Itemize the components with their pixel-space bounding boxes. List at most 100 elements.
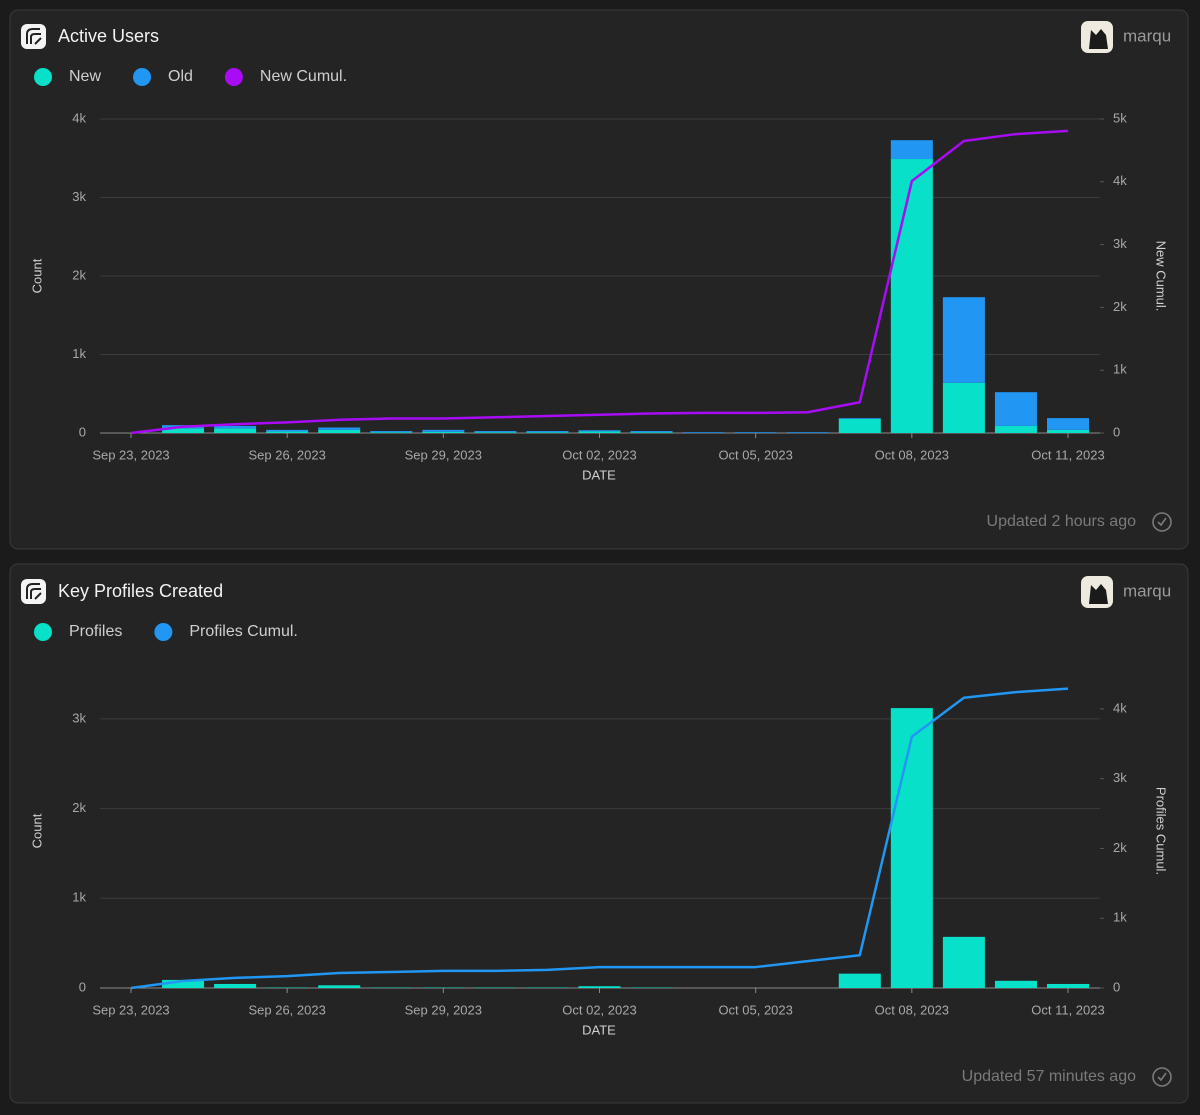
bar (318, 985, 361, 988)
legend-label: Profiles (69, 623, 122, 640)
legend-label: New Cumul. (260, 68, 347, 85)
bar (266, 429, 309, 432)
bar (318, 429, 361, 433)
bar (630, 431, 673, 433)
status-icon (1152, 512, 1172, 532)
bar (1047, 429, 1089, 433)
x-tick-label: Sep 23, 2023 (92, 1002, 169, 1017)
legend-dot (34, 68, 52, 86)
status-check (1157, 517, 1167, 527)
x-tick-label: Oct 11, 2023 (1031, 447, 1104, 462)
status-check (1157, 1072, 1167, 1082)
bar (474, 431, 517, 433)
logo (21, 24, 46, 49)
bar (734, 432, 777, 433)
line (130, 129, 1069, 435)
y-tick-label: 4k (72, 110, 86, 125)
y2-axis-label: Profiles Cumul. (1154, 787, 1169, 875)
bar (942, 936, 985, 988)
line (130, 687, 1069, 990)
y-tick-label: 0 (79, 424, 86, 439)
y-tick-label: 1k (72, 890, 86, 905)
legend-dot (34, 623, 52, 641)
y-tick-label: 3k (72, 710, 86, 725)
y-axis-label: Count (29, 813, 44, 848)
x-tick-label: Oct 08, 2023 (875, 1002, 949, 1017)
bar (474, 432, 517, 433)
bar (838, 418, 881, 433)
avatar-figure (1089, 584, 1108, 604)
bar (578, 431, 621, 433)
bar (422, 431, 465, 433)
updated-note: Updated 2 hours ago (987, 513, 1137, 530)
x-tick-label: Oct 11, 2023 (1031, 1002, 1104, 1017)
bar (942, 382, 985, 433)
legend-label: New (69, 68, 101, 85)
x-tick-label: Oct 02, 2023 (562, 1002, 636, 1017)
y-tick-label: 1k (72, 346, 86, 361)
y2-tick-label: 5k (1113, 110, 1127, 125)
logo (21, 579, 46, 604)
author: marqu (1123, 26, 1171, 45)
y-tick-label: 2k (72, 800, 86, 815)
logo-mark (26, 583, 42, 600)
x-tick-label: Sep 26, 2023 (248, 447, 325, 462)
bar (526, 431, 569, 433)
bar (526, 432, 569, 433)
updated-note: Updated 57 minutes ago (962, 1068, 1136, 1085)
bar (1047, 418, 1089, 430)
x-tick-label: Oct 02, 2023 (562, 447, 636, 462)
bar (994, 425, 1037, 433)
bar (942, 297, 985, 383)
y2-tick-label: 2k (1113, 299, 1127, 314)
bar (890, 159, 933, 433)
legend-dot (154, 623, 173, 641)
x-tick-label: Oct 05, 2023 (718, 1002, 792, 1017)
panel-title: Key Profiles Created (58, 581, 223, 601)
y2-axis-label: New Cumul. (1154, 241, 1169, 312)
bar (162, 979, 205, 988)
x-axis-label: DATE (582, 1022, 616, 1037)
y2-tick-label: 4k (1113, 173, 1127, 188)
bar (1047, 983, 1089, 988)
bar (214, 428, 257, 433)
bar (630, 432, 673, 433)
bar (838, 973, 881, 988)
x-tick-label: Sep 29, 2023 (405, 1002, 482, 1017)
x-tick-label: Oct 05, 2023 (718, 447, 792, 462)
x-tick-label: Sep 26, 2023 (248, 1002, 325, 1017)
status-icon (1152, 1067, 1172, 1087)
avatar-figure (1089, 29, 1108, 49)
x-tick-label: Oct 08, 2023 (875, 447, 949, 462)
panel-title: Active Users (58, 26, 159, 46)
y2-tick-label: 2k (1113, 840, 1127, 855)
bar (422, 429, 465, 432)
bar (214, 983, 257, 988)
bar (994, 392, 1037, 426)
bar (578, 986, 621, 988)
y2-tick-label: 3k (1113, 770, 1127, 785)
x-tick-label: Sep 29, 2023 (405, 447, 482, 462)
legend-dot (224, 68, 243, 86)
bar (890, 708, 933, 988)
y2-tick-label: 0 (1113, 424, 1120, 439)
y-tick-label: 0 (79, 979, 86, 994)
bar (682, 432, 725, 433)
x-tick-label: Sep 23, 2023 (92, 447, 169, 462)
y2-tick-label: 1k (1113, 910, 1127, 925)
bar (994, 980, 1037, 988)
y-tick-label: 3k (72, 189, 86, 204)
x-axis-label: DATE (582, 467, 616, 482)
author: marqu (1123, 581, 1171, 600)
y2-tick-label: 0 (1113, 979, 1120, 994)
y-tick-label: 2k (72, 267, 86, 282)
legend-dot (133, 68, 152, 86)
y2-tick-label: 4k (1113, 700, 1127, 715)
y2-tick-label: 1k (1113, 362, 1127, 377)
bar (578, 430, 621, 432)
bar (162, 428, 205, 433)
bar (318, 427, 361, 430)
logo-mark (26, 28, 42, 45)
